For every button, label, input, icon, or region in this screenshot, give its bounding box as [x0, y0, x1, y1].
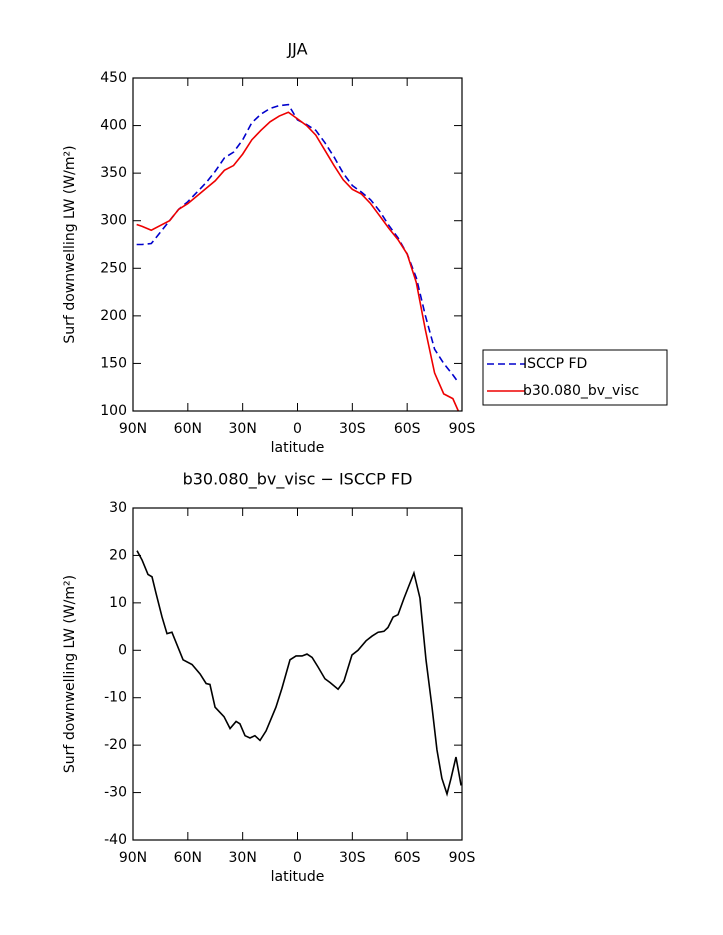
y-tick-label: -10: [104, 690, 127, 706]
y-tick-label: 150: [100, 355, 127, 371]
line-series: [136, 111, 460, 412]
chart-title: b30.080_bv_visc − ISCCP FD: [183, 470, 413, 490]
y-tick-label: 200: [100, 308, 127, 324]
y-axis-label: Surf downwelling LW (W/m²): [62, 145, 78, 343]
legend-box: [482, 349, 668, 406]
y-tick-label: 400: [100, 118, 127, 134]
x-tick-label: 90N: [119, 850, 147, 866]
plot-frame: [132, 77, 463, 412]
y-tick-label: -30: [104, 785, 127, 801]
y-tick-label: 100: [100, 403, 127, 419]
x-tick-label: 90S: [449, 850, 476, 866]
y-tick-label: 30: [109, 500, 127, 516]
chart-title: JJA: [286, 40, 307, 59]
y-tick-label: 250: [100, 260, 127, 276]
y-tick-label: 300: [100, 213, 127, 229]
x-tick-label: 30S: [339, 421, 366, 437]
y-tick-label: 350: [100, 165, 127, 181]
y-tick-label: -40: [104, 832, 127, 848]
x-tick-label: 60N: [174, 421, 202, 437]
x-tick-label: 30N: [229, 850, 257, 866]
y-tick-label: 0: [118, 642, 127, 658]
x-tick-label: 60N: [174, 850, 202, 866]
y-tick-label: -20: [104, 737, 127, 753]
y-tick-label: 10: [109, 595, 127, 611]
y-tick-label: 20: [109, 547, 127, 563]
x-axis-label: latitude: [271, 440, 325, 456]
legend-label: b30.080_bv_visc: [523, 383, 639, 399]
y-axis-label: Surf downwelling LW (W/m²): [62, 575, 78, 773]
line-series: [136, 103, 459, 383]
x-tick-label: 0: [293, 421, 302, 437]
plot-frame: [132, 507, 463, 841]
x-tick-label: 30N: [229, 421, 257, 437]
x-axis-label: latitude: [271, 869, 325, 885]
line-series: [136, 550, 462, 797]
x-tick-label: 30S: [339, 850, 366, 866]
legend-label: ISCCP FD: [523, 356, 587, 372]
x-tick-label: 90S: [449, 421, 476, 437]
x-tick-label: 60S: [394, 421, 421, 437]
x-tick-label: 90N: [119, 421, 147, 437]
y-tick-label: 450: [100, 70, 127, 86]
x-tick-label: 0: [293, 850, 302, 866]
x-tick-label: 60S: [394, 850, 421, 866]
